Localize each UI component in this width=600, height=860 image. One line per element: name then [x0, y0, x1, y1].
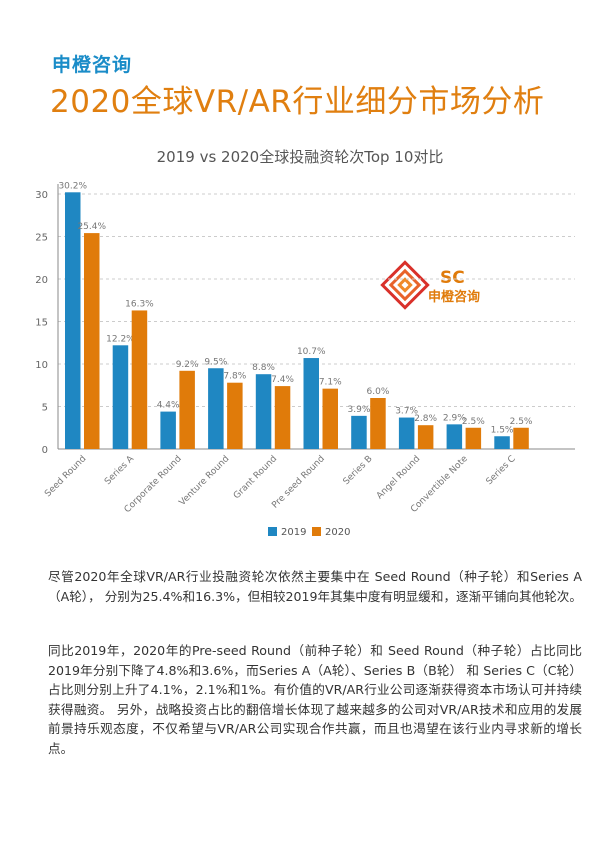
y-tick-label: 20 — [35, 275, 48, 286]
bar-2020 — [370, 398, 386, 449]
data-label: 30.2% — [58, 181, 87, 191]
bar-2019 — [112, 345, 129, 449]
data-label: 6.0% — [367, 387, 390, 397]
bar-2019 — [351, 415, 367, 449]
bar-2019 — [303, 358, 319, 449]
bar-2019 — [65, 192, 81, 450]
x-tick-label: Seed Round — [43, 454, 88, 499]
y-tick-label: 0 — [42, 445, 48, 456]
bar-2019 — [160, 411, 176, 449]
data-label: 7.4% — [271, 375, 294, 385]
bar-2019 — [255, 374, 272, 449]
brand-name: 申橙咨询 — [52, 54, 133, 76]
bar-2020 — [274, 386, 291, 449]
chart-title: 2019 vs 2020全球投融资轮次Top 10对比 — [156, 148, 444, 166]
watermark-mark: SC — [440, 268, 465, 288]
x-tick-label: Series A — [103, 453, 137, 487]
bar-2019 — [494, 436, 510, 449]
y-tick-label: 30 — [35, 190, 48, 201]
legend-label: 2019 — [281, 527, 306, 538]
bar-2020 — [84, 233, 100, 449]
data-label: 3.9% — [348, 405, 371, 415]
data-label: 16.3% — [125, 299, 154, 309]
legend-swatch-2020 — [312, 527, 321, 536]
bar-2019 — [398, 417, 415, 449]
bar-2020 — [417, 425, 434, 449]
data-label: 3.7% — [395, 407, 418, 417]
data-label: 9.5% — [204, 357, 227, 367]
bar-2019 — [208, 368, 224, 449]
page-title: 2020全球VR/AR行业细分市场分析 — [50, 84, 545, 120]
data-label: 8.8% — [252, 363, 275, 373]
y-tick-label: 10 — [35, 360, 48, 371]
x-tick-label: Angel Round — [375, 454, 422, 501]
paragraph-summary: 尽管2020年全球VR/AR行业投融资轮次依然主要集中在 Seed Round（… — [48, 569, 582, 604]
data-label: 4.4% — [157, 401, 180, 411]
x-tick-label: Venture Round — [178, 454, 232, 508]
data-label: 25.4% — [77, 222, 106, 232]
data-label: 2.5% — [510, 417, 533, 427]
data-label: 10.7% — [297, 347, 326, 357]
bar-2020 — [179, 370, 195, 449]
legend-label: 2020 — [325, 527, 350, 538]
y-tick-label: 25 — [35, 233, 48, 244]
data-label: 9.2% — [176, 360, 199, 370]
bar-2020 — [465, 427, 482, 449]
watermark-name: 申橙咨询 — [428, 289, 480, 305]
chart-legend: 2019 2020 — [268, 527, 350, 538]
bar-2020 — [322, 388, 338, 449]
y-tick-label: 5 — [42, 403, 48, 414]
data-label: 1.5% — [491, 425, 514, 435]
data-label: 7.8% — [223, 372, 246, 382]
bar-2020 — [513, 427, 529, 449]
data-label: 7.1% — [319, 378, 342, 388]
legend-swatch-2019 — [268, 527, 277, 536]
x-tick-label: Series B — [342, 454, 375, 487]
x-tick-label: Series C — [485, 454, 518, 487]
x-tick-label: Pre seed Round — [270, 454, 327, 511]
watermark-logo: SC 申橙咨询 — [380, 260, 480, 310]
bar-2020 — [227, 382, 243, 449]
y-tick-label: 15 — [35, 318, 48, 329]
bar-2019 — [446, 424, 463, 449]
x-tick-label: Grant Round — [232, 454, 279, 501]
data-label: 2.9% — [443, 413, 466, 423]
bar-2020 — [131, 310, 148, 449]
data-label: 2.5% — [462, 417, 485, 427]
paragraph-analysis: 同比2019年，2020年的Pre-seed Round（前种子轮）和 Seed… — [48, 643, 582, 756]
data-label: 2.8% — [414, 414, 437, 424]
bar-chart: SC 申橙咨询 0 5 10 15 20 25 30 30.2% 25.4% Seed Roun… — [35, 181, 575, 538]
data-label: 12.2% — [106, 334, 135, 344]
